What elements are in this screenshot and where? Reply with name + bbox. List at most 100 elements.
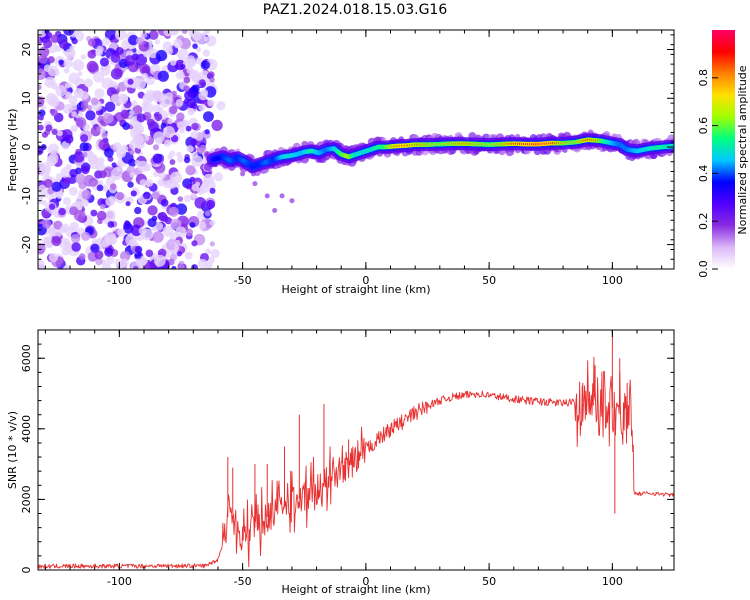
noise-speckle <box>133 125 143 136</box>
noise-speckle <box>104 101 116 113</box>
noise-speckle <box>195 57 203 65</box>
noise-speckle <box>207 71 215 79</box>
x-tick-label: 50 <box>482 274 496 287</box>
noise-speckle <box>77 71 83 77</box>
noise-speckle <box>194 181 201 187</box>
noise-speckle <box>87 49 97 59</box>
noise-speckle <box>120 109 129 119</box>
noise-speckle <box>176 121 184 129</box>
noise-speckle <box>116 192 125 201</box>
noise-speckle <box>211 119 223 131</box>
x-tick-label: 0 <box>362 575 369 588</box>
x-tick-label: 100 <box>602 274 623 287</box>
noise-speckle <box>78 253 86 261</box>
ridge <box>206 133 674 174</box>
noise-speckle <box>216 101 226 111</box>
noise-speckle <box>134 245 143 254</box>
snr-frame <box>37 329 675 571</box>
y-tick-label: -20 <box>20 236 33 254</box>
snr-ticks: -100 -50 0 50 100 0 2000 4000 6000 <box>20 329 674 588</box>
noise-speckle <box>203 173 215 185</box>
noise-speckle <box>143 50 150 58</box>
noise-speckle <box>110 68 123 80</box>
noise-speckle <box>141 32 148 38</box>
noise-speckle <box>61 141 70 150</box>
noise-speckle <box>129 172 135 178</box>
noise-speckle <box>181 30 188 34</box>
noise-speckle <box>116 153 122 159</box>
secondary-trace-point <box>264 193 270 199</box>
noise-speckle <box>96 184 104 192</box>
noise-speckle <box>109 183 117 190</box>
noise-speckle <box>38 243 46 255</box>
noise-speckle <box>38 124 44 131</box>
noise-speckle <box>163 139 172 147</box>
noise-speckle <box>197 258 208 269</box>
snr-marks <box>38 330 674 569</box>
noise-speckle <box>134 121 142 128</box>
noise-speckle <box>157 178 165 187</box>
noise-speckle <box>62 197 71 206</box>
noise-speckle <box>79 142 89 152</box>
noise-speckle <box>209 219 216 226</box>
noise-speckle <box>117 93 128 105</box>
noise-speckle <box>59 39 69 49</box>
noise-speckle <box>114 258 122 266</box>
noise-speckle <box>130 190 137 197</box>
noise-speckle <box>64 82 71 89</box>
noise-speckle <box>129 110 135 116</box>
noise-speckle <box>69 168 78 178</box>
noise-speckle <box>85 110 96 121</box>
y-tick-label: 20 <box>20 43 33 57</box>
noise-speckle <box>132 104 143 116</box>
noise-speckle <box>190 138 197 146</box>
noise-speckle <box>203 111 214 123</box>
noise-speckle <box>200 60 210 70</box>
noise-speckle <box>183 98 190 104</box>
noise-speckle <box>167 178 178 189</box>
noise-speckle <box>139 63 151 75</box>
noise-speckle <box>81 231 91 241</box>
noise-speckle <box>129 149 135 155</box>
noise-speckle <box>159 95 172 108</box>
noise-speckle <box>98 170 107 179</box>
noise-speckle <box>137 160 149 172</box>
noise-speckle <box>38 109 46 117</box>
noise-speckle <box>110 53 121 63</box>
noise-speckle <box>175 70 185 80</box>
noise-speckle <box>97 180 104 186</box>
snr-y-label: SNR (10 * v/v) <box>6 411 19 489</box>
noise-speckle <box>63 30 75 36</box>
noise-speckle <box>63 177 71 185</box>
noise-speckle <box>178 127 186 134</box>
x-tick-label: -50 <box>234 575 252 588</box>
noise-speckle <box>128 114 135 121</box>
noise-speckle <box>94 250 104 260</box>
noise-speckle <box>120 144 129 153</box>
y-tick-label: 2000 <box>20 485 33 513</box>
spectrogram-x-label: Height of straight line (km) <box>281 283 430 296</box>
noise-speckle <box>176 155 184 163</box>
spectrogram-y-label: Frequency (Hz) <box>6 109 19 192</box>
noise-speckle <box>171 265 177 269</box>
noise-speckle <box>151 191 160 200</box>
noise-speckle <box>72 59 85 72</box>
noise-speckle <box>97 157 105 165</box>
noise-speckle <box>136 113 146 123</box>
noise-speckle <box>200 89 209 97</box>
noise-speckle <box>174 245 180 251</box>
noise-speckle <box>99 203 106 210</box>
noise-speckle <box>41 219 52 229</box>
noise-speckle <box>167 118 174 125</box>
noise-speckle <box>145 76 155 86</box>
x-tick-label: -100 <box>107 575 132 588</box>
noise-speckle <box>176 48 189 61</box>
noise-speckle <box>51 235 62 247</box>
noise-speckle <box>122 122 130 131</box>
noise-speckle <box>204 86 217 98</box>
noise-speckle <box>191 122 199 131</box>
noise-speckle <box>63 240 70 248</box>
noise-speckle <box>198 79 206 86</box>
colorbar: 0.0 0.2 0.4 0.6 0.8 Normalized spectral ampl… <box>697 30 749 278</box>
